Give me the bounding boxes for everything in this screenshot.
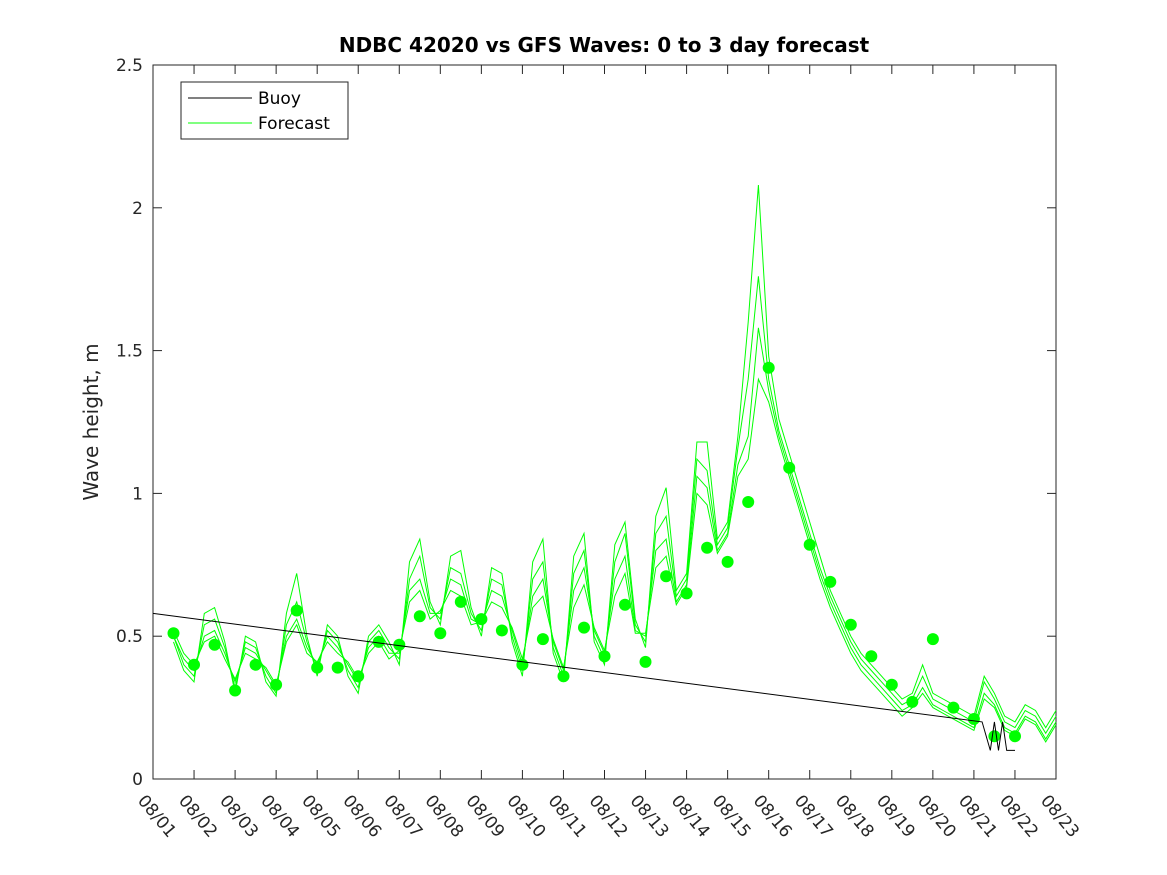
forecast-point: [372, 635, 385, 648]
x-tick-label: 08/18: [831, 791, 878, 841]
forecast-point: [188, 658, 200, 671]
forecast-run-line: [173, 184, 1057, 729]
forecast-point: [680, 587, 693, 600]
y-axis-label: Wave height, m: [79, 343, 103, 500]
forecast-point: [393, 638, 406, 651]
forecast-point: [311, 661, 324, 674]
y-tick-label: 2.5: [116, 56, 143, 76]
forecast-point: [229, 684, 242, 697]
legend-buoy-label: Buoy: [258, 89, 301, 109]
chart-title: NDBC 42020 vs GFS Waves: 0 to 3 day fore…: [339, 33, 870, 57]
y-tick-label: 1: [132, 484, 143, 504]
forecast-point: [516, 658, 529, 671]
forecast-point: [742, 496, 755, 508]
forecast-point: [475, 613, 488, 626]
forecast-point: [660, 570, 673, 583]
forecast-point: [926, 633, 939, 646]
x-tick-label: 08/10: [503, 791, 550, 841]
buoy-series: [152, 612, 1015, 751]
forecast-point: [906, 695, 919, 708]
forecast-point: [885, 678, 898, 691]
forecast-point: [352, 670, 365, 683]
x-tick-label: 08/21: [954, 791, 1001, 841]
forecast-point: [824, 575, 837, 588]
forecast-point: [536, 633, 549, 646]
y-tick-label: 0: [132, 770, 143, 790]
x-tick-label: 08/02: [174, 791, 221, 841]
y-tick-label: 1.5: [116, 342, 143, 362]
forecast-point: [762, 361, 775, 374]
forecast-point: [803, 538, 816, 551]
x-tick-label: 08/04: [256, 791, 303, 841]
forecast-markers: [167, 361, 1021, 743]
x-tick-label: 08/23: [1036, 791, 1083, 841]
x-tick-label: 08/14: [667, 791, 714, 841]
x-tick-label: 08/12: [585, 791, 632, 841]
x-tick-label: 08/16: [749, 791, 796, 841]
forecast-point: [598, 650, 611, 663]
x-tick-label: 08/22: [995, 791, 1042, 841]
forecast-point: [167, 627, 180, 640]
y-tick-label: 0.5: [116, 627, 143, 647]
x-tick-label: 08/01: [133, 791, 180, 841]
x-tick-label: 08/05: [297, 791, 344, 841]
x-tick-label: 08/07: [379, 791, 426, 841]
forecast-point: [208, 638, 221, 651]
x-tick-label: 08/03: [215, 791, 262, 841]
forecast-point: [721, 555, 734, 568]
x-tick-label: 08/17: [790, 791, 837, 841]
forecast-point: [290, 604, 303, 617]
forecast-point: [1009, 730, 1021, 743]
buoy-line: [152, 612, 1015, 751]
x-tick-label: 08/08: [420, 791, 467, 841]
x-tick-label: 08/15: [708, 791, 755, 841]
forecast-point: [783, 461, 796, 474]
x-tick-label: 08/11: [544, 791, 591, 841]
forecast-point: [495, 624, 508, 637]
forecast-point: [967, 713, 980, 725]
forecast-point: [434, 627, 447, 640]
x-tick-label: 08/20: [913, 791, 960, 841]
forecast-point: [844, 618, 857, 631]
forecast-point: [701, 541, 714, 554]
legend-forecast-label: Forecast: [258, 114, 330, 134]
legend: Buoy Forecast: [180, 81, 349, 140]
forecast-point: [557, 670, 570, 683]
y-axis: 0 0.5 1 1.5 2 2.5: [116, 56, 1056, 790]
forecast-point: [249, 658, 262, 671]
forecast-point: [413, 610, 426, 623]
legend-box: [180, 81, 349, 140]
y-tick-label: 2: [132, 199, 143, 219]
forecast-point: [270, 678, 283, 691]
forecast-point: [865, 650, 878, 663]
x-tick-label: 08/06: [338, 791, 385, 841]
forecast-point: [578, 621, 590, 634]
forecast-point: [639, 655, 652, 668]
x-tick-label: 08/19: [872, 791, 919, 841]
x-tick-label: 08/13: [626, 791, 673, 841]
forecast-point: [331, 661, 344, 674]
forecast-point: [947, 701, 960, 714]
forecast-point: [454, 595, 467, 608]
forecast-point: [988, 730, 1001, 743]
x-tick-label: 08/09: [462, 791, 509, 841]
forecast-point: [619, 598, 631, 611]
forecast-run-line: [173, 377, 1057, 743]
